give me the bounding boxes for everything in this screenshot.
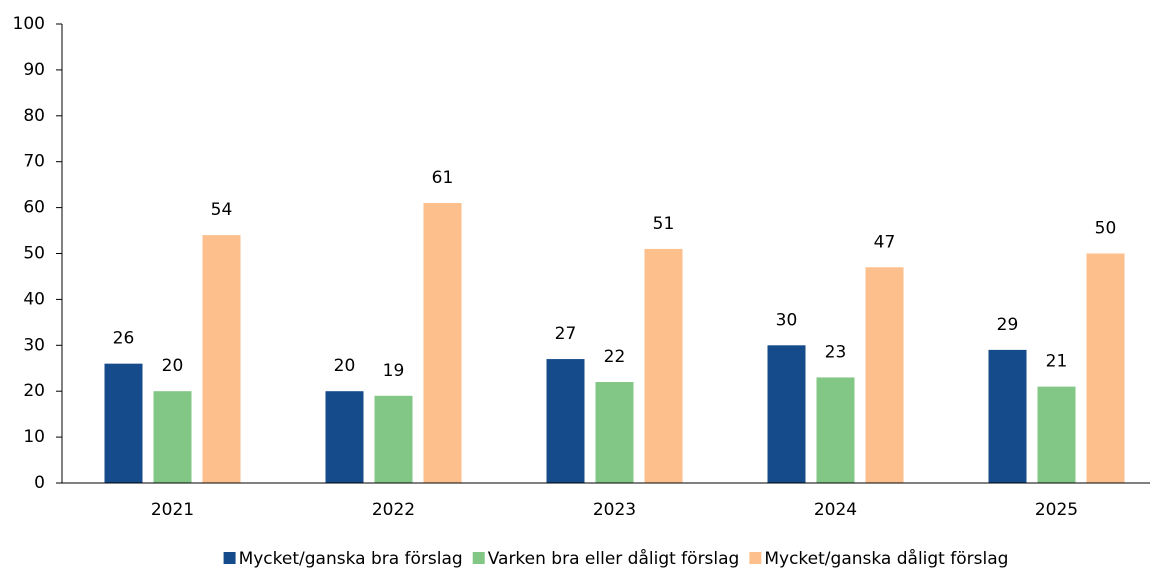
value-label: 20 [162,356,184,376]
value-label: 27 [555,324,577,344]
legend-swatch [472,552,485,564]
bar [202,235,241,483]
value-label: 21 [1046,352,1068,372]
legend-label: Varken bra eller dåligt förslag [488,548,740,569]
value-label: 29 [997,315,1019,335]
value-label: 54 [211,200,233,220]
y-tick-label: 10 [23,427,45,447]
bar [767,345,806,483]
y-tick-label: 80 [23,106,45,126]
bar [325,391,364,483]
legend-label: Mycket/ganska dåligt förslag [764,548,1008,569]
bar [988,349,1027,483]
bar [153,391,192,483]
y-tick-label: 50 [23,244,45,264]
y-tick-label: 0 [34,473,45,493]
value-label: 47 [874,232,896,252]
y-tick-label: 90 [23,60,45,80]
legend-swatch [749,552,762,564]
value-label: 22 [604,347,626,367]
bar [104,363,143,483]
bar [865,267,904,483]
bar [595,382,634,483]
x-tick-label: 2022 [372,500,415,520]
y-tick-label: 40 [23,289,45,309]
x-tick-label: 2021 [151,500,194,520]
bar [816,377,855,483]
value-label: 30 [776,310,798,330]
value-label: 50 [1095,219,1117,239]
y-tick-label: 100 [13,14,45,34]
bar [546,359,585,483]
y-tick-label: 30 [23,335,45,355]
x-tick-label: 2024 [814,500,857,520]
x-tick-label: 2023 [593,500,636,520]
legend-swatch [223,552,236,564]
value-label: 26 [113,329,135,349]
x-tick-label: 2025 [1035,500,1078,520]
y-tick-label: 70 [23,152,45,172]
y-tick-label: 60 [23,198,45,218]
bar [374,395,413,483]
y-tick-label: 20 [23,381,45,401]
value-label: 19 [383,361,405,381]
value-label: 23 [825,342,847,362]
bar [423,203,462,483]
bar [1086,253,1125,483]
legend-label: Mycket/ganska bra förslag [239,549,463,569]
value-label: 61 [432,168,454,188]
bar [644,248,683,483]
value-label: 51 [653,214,675,234]
value-label: 20 [334,356,356,376]
bar [1037,386,1076,483]
